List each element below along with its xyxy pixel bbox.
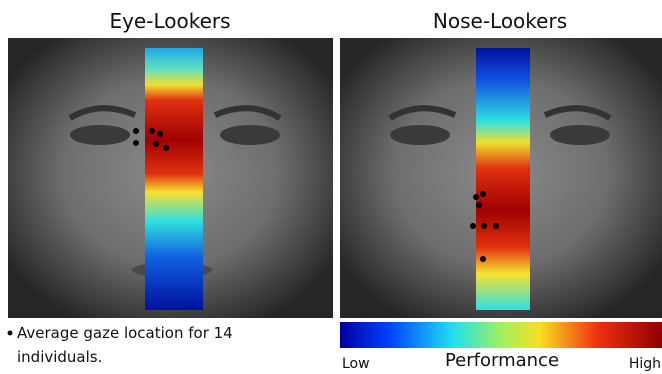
colorbar-high: High [629,356,661,372]
panel-title: Nose-Lookers [433,9,567,33]
bullet [8,331,13,336]
panel-title: Eye-Lookers [109,9,230,33]
colorbar-low: Low [342,356,370,372]
note-text: individuals. [17,348,102,366]
figure: Eye-Lookers Nose-Lookers Average gaze lo… [0,0,662,374]
face-panel [8,38,333,318]
note-text: Average gaze location for 14 [17,324,233,342]
colorbar [340,322,662,348]
face-panel [340,38,662,318]
colorbar-label: Performance [445,350,559,371]
